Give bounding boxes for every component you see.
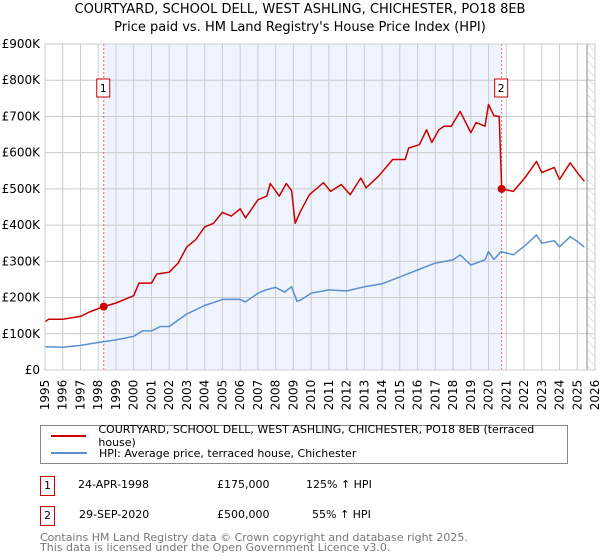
sale-marker-label: 1 [100, 82, 107, 95]
y-tick-label: £300K [2, 254, 42, 268]
legend-label-property: COURTYARD, SCHOOL DELL, WEST ASHLING, CH… [98, 423, 535, 449]
y-tick-label: £600K [2, 146, 42, 160]
y-tick-label: £0 [25, 363, 40, 377]
y-tick-label: £800K [2, 73, 42, 87]
sale-date: 24-APR-1998 [78, 478, 150, 491]
x-tick-label: 2017 [428, 380, 442, 411]
x-tick-label: 2014 [375, 380, 389, 411]
legend-item-property: COURTYARD, SCHOOL DELL, WEST ASHLING, CH… [51, 423, 567, 449]
chart-title: COURTYARD, SCHOOL DELL, WEST ASHLING, CH… [74, 2, 526, 17]
x-tick-label: 2011 [322, 380, 336, 411]
x-tick-label: 2000 [127, 380, 141, 411]
plot-frame [44, 43, 596, 371]
x-tick-label: 2020 [482, 380, 496, 411]
legend-label-hpi: HPI: Average price, terraced house, Chic… [99, 446, 357, 460]
sale-point-1 [99, 302, 108, 311]
y-tick-label: £700K [2, 109, 42, 123]
x-tick-label: 2022 [517, 380, 531, 411]
x-tick-label: 2013 [357, 380, 371, 411]
sale-marker-box [96, 78, 111, 98]
x-tick-label: 1996 [56, 380, 70, 411]
x-tick-label: 1997 [73, 380, 87, 411]
sale-marker-badge: 1 [40, 476, 55, 496]
sale-marker-badge: 2 [40, 506, 55, 526]
x-tick-label: 2005 [215, 380, 229, 411]
footer-licence: This data is licensed under the Open Gov… [40, 541, 391, 554]
x-tick-label: 2023 [535, 380, 549, 411]
x-tick-label: 2015 [393, 380, 407, 411]
red-line-swatch [51, 435, 87, 437]
price-chart: 1995 1996 1997 1998 1999 2000 2001 2002 2003 2004… [2, 37, 600, 411]
x-tick-label: 2016 [411, 380, 425, 411]
x-tick-label: 2007 [251, 380, 265, 411]
property-price-line [44, 103, 585, 323]
x-tick-label: 1998 [91, 380, 105, 411]
x-tick-label: 2009 [286, 380, 300, 411]
x-tick-label: 2004 [198, 380, 212, 411]
x-tick-label: 2021 [499, 380, 513, 411]
x-tick-label: 1999 [109, 380, 123, 411]
sale-price: £500,000 [217, 508, 270, 521]
x-tick-label: 2026 [588, 380, 600, 411]
x-tick-label: 2019 [464, 380, 478, 411]
x-tick-label: 2025 [570, 380, 584, 411]
x-tick-label: 2010 [304, 380, 318, 411]
legend-item-hpi: HPI: Average price, terraced house, Chic… [51, 445, 356, 461]
x-tick-label: 2001 [144, 380, 158, 411]
x-tick-label: 2012 [340, 380, 354, 411]
y-tick-label: £900K [2, 37, 42, 51]
y-tick-label: £100K [2, 327, 42, 341]
footer-copyright: Contains HM Land Registry data © Crown c… [40, 531, 468, 544]
legend: COURTYARD, SCHOOL DELL, WEST ASHLING, CH… [40, 423, 568, 464]
x-tick-label: 2006 [233, 380, 247, 411]
x-tick-label: 2003 [180, 380, 194, 411]
x-tick-label: 2018 [446, 380, 460, 411]
forecast-hatch [587, 44, 595, 370]
sale-hpi-change: 125% ↑ HPI [306, 478, 372, 491]
sale-date: 29-SEP-2020 [79, 508, 150, 521]
sale-hpi-change: 55% ↑ HPI [312, 508, 371, 521]
sale-marker-label: 2 [498, 82, 505, 95]
x-tick-label: 2008 [269, 380, 283, 411]
x-tick-label: 2002 [162, 380, 176, 411]
y-tick-label: £400K [2, 218, 42, 232]
chart-subtitle: Price paid vs. HM Land Registry's House … [114, 20, 486, 35]
sale-point-2 [497, 184, 506, 193]
sale-price: £175,000 [217, 478, 270, 491]
sale-marker-box [494, 78, 509, 98]
hpi-line [44, 234, 585, 348]
y-tick-label: £200K [2, 291, 42, 305]
y-tick-label: £500K [2, 182, 42, 196]
x-tick-label: 1995 [38, 380, 52, 411]
blue-line-swatch [51, 452, 87, 454]
x-tick-label: 2024 [553, 380, 567, 411]
